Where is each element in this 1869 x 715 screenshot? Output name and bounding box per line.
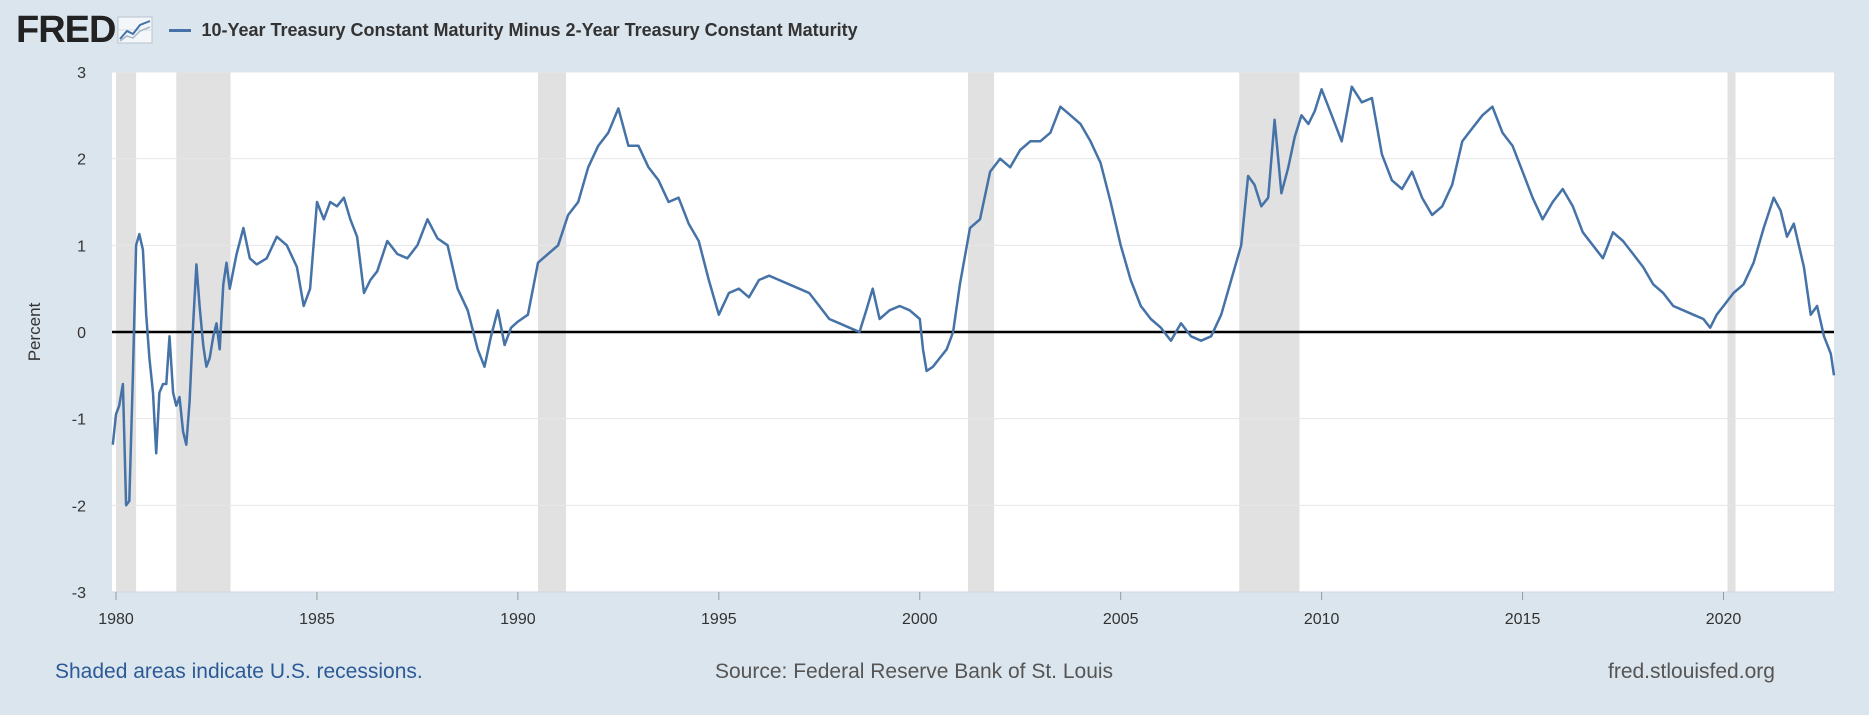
y-tick-label: -3: [72, 585, 86, 602]
series-line[interactable]: [111, 85, 1836, 507]
x-tick-label: 2020: [1706, 611, 1742, 628]
fred-logo-text: FRED: [16, 9, 116, 51]
y-axis-ticks: -3 -2 -1 0 1 2 3: [72, 65, 86, 602]
chart-legend[interactable]: 10-Year Treasury Constant Maturity Minus…: [169, 19, 858, 41]
y-tick-label: -1: [72, 412, 86, 429]
recession-note: Shaded areas indicate U.S. recessions.: [55, 660, 423, 683]
site-link[interactable]: fred.stlouisfed.org: [1608, 660, 1775, 683]
legend-swatch: [169, 28, 192, 32]
x-tick-label: 2000: [902, 611, 938, 628]
x-tick-label: 2010: [1304, 611, 1340, 628]
x-tick-label: 1980: [98, 611, 134, 628]
y-axis-label: Percent: [25, 302, 44, 361]
x-axis-ticks: 1980 1985 1990 1995 2000 2005 2010 2015 2020: [98, 591, 1834, 628]
fred-chart-logo-icon: [117, 16, 153, 44]
y-tick-label: 3: [77, 65, 86, 82]
y-tick-label: 2: [77, 152, 86, 169]
x-tick-label: 1985: [299, 611, 335, 628]
y-tick-label: 0: [77, 325, 86, 342]
x-tick-label: 1995: [701, 611, 737, 628]
fred-logo[interactable]: FRED: [16, 11, 153, 49]
x-tick-label: 2005: [1103, 611, 1139, 628]
x-tick-label: 2015: [1505, 611, 1541, 628]
y-tick-label: 1: [77, 238, 86, 255]
source-text: Source: Federal Reserve Bank of St. Loui…: [715, 660, 1114, 683]
y-tick-label: -2: [72, 498, 86, 515]
legend-label: 10-Year Treasury Constant Maturity Minus…: [201, 19, 858, 40]
x-tick-label: 1990: [500, 611, 536, 628]
chart-header: FRED 10-Year Treasury Constant Maturity …: [16, 8, 858, 52]
